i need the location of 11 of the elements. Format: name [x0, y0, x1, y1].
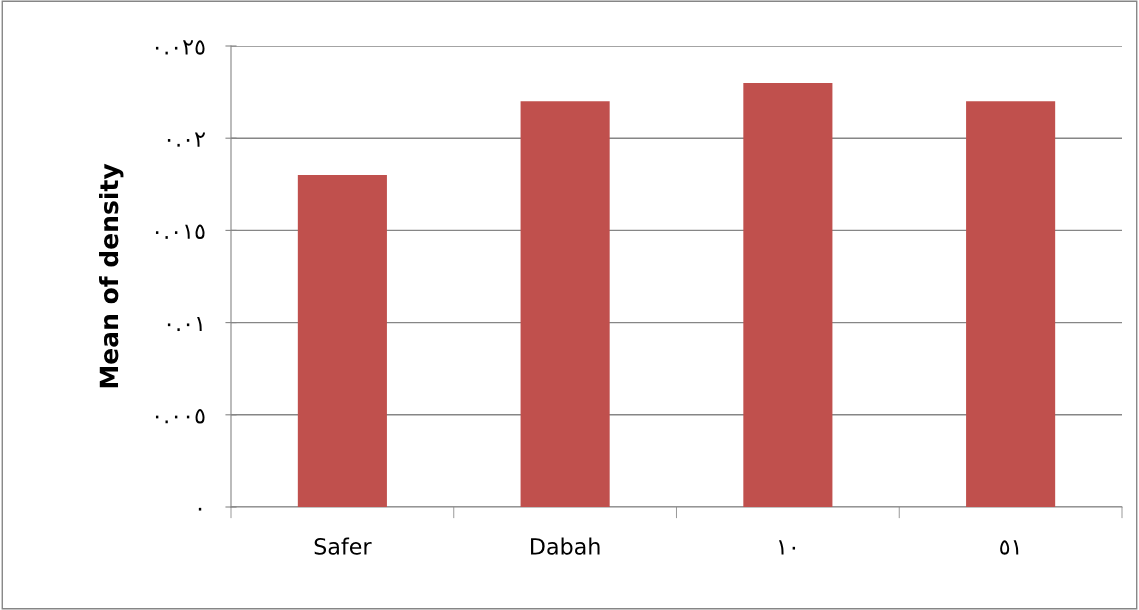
y-tick-label: ٠.٠٢: [167, 132, 205, 147]
y-tick-label: ٠.٠١: [167, 316, 202, 332]
y-tick-label: ٠.٠١٥: [155, 224, 205, 240]
y-axis-title: Mean of density: [99, 163, 124, 388]
x-tick-label: Dabah: [531, 537, 600, 555]
x-tick-label: ٥١: [1000, 540, 1019, 555]
y-tick-label: ٠.٠٠٥: [155, 408, 205, 424]
x-tick-label: ١٠: [778, 540, 796, 555]
y-tick-label: ٠: [198, 507, 202, 511]
x-tick-label: Safer: [314, 537, 372, 555]
y-tick-label: ٠.٠٢٥: [155, 40, 205, 55]
